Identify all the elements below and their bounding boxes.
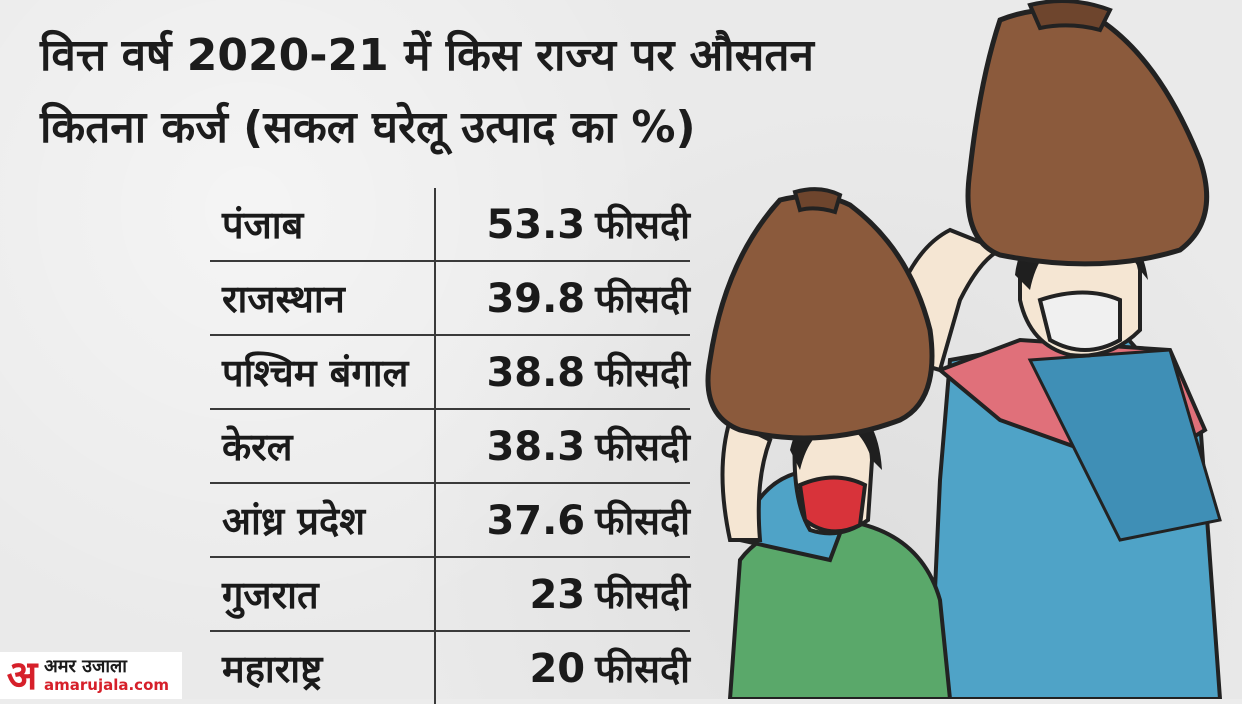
debt-number: 39.8: [486, 276, 586, 322]
left-sack-knot: [792, 187, 843, 215]
debt-table: पंजाब 53.3 फीसदी राजस्थान 39.8 फीसदी पश्चिम बं…: [210, 188, 690, 704]
right-sack: [965, 7, 1210, 267]
debt-unit: फीसदी: [595, 647, 690, 691]
state-name: राजस्थान: [222, 277, 345, 321]
left-sack: [705, 193, 935, 441]
debt-value: 38.3 फीसदी: [434, 420, 690, 472]
column-divider: [434, 558, 436, 630]
debt-value: 38.8 फीसदी: [434, 346, 690, 398]
debt-unit: फीसदी: [595, 425, 690, 469]
table-row: पंजाब 53.3 फीसदी: [210, 188, 690, 262]
debt-unit: फीसदी: [595, 203, 690, 247]
table-row: महाराष्ट्र 20 फीसदी: [210, 632, 690, 704]
debt-number: 37.6: [486, 498, 586, 544]
table-row: गुजरात 23 फीसदी: [210, 558, 690, 632]
right-woman-mask: [1037, 290, 1122, 352]
state-name: पश्चिम बंगाल: [222, 351, 409, 395]
table-row: पश्चिम बंगाल 38.8 फीसदी: [210, 336, 690, 410]
column-divider: [434, 336, 436, 408]
debt-value: 53.3 फीसदी: [434, 198, 690, 250]
debt-number: 38.8: [486, 350, 586, 396]
logo-mark: अ: [6, 652, 38, 699]
left-woman-arm: [720, 417, 773, 542]
logo-text: अमर उजाला amarujala.com: [44, 657, 169, 693]
debt-number: 53.3: [486, 202, 586, 248]
state-name: केरल: [222, 425, 293, 469]
right-sack-knot: [1027, 0, 1113, 33]
title-line-1: वित्त वर्ष 2020-21 में किस राज्य पर औसतन: [40, 30, 814, 81]
table-row: राजस्थान 39.8 फीसदी: [210, 262, 690, 336]
chart-title: वित्त वर्ष 2020-21 में किस राज्य पर औसतन…: [40, 20, 940, 164]
column-divider: [434, 262, 436, 334]
debt-number: 23: [529, 572, 586, 618]
logo-site: amarujala.com: [44, 676, 170, 695]
table-row: आंध्र प्रदेश 37.6 फीसदी: [210, 484, 690, 558]
left-woman-mask: [797, 475, 868, 534]
logo-name: अमर उजाला: [44, 656, 127, 678]
state-name: महाराष्ट्र: [222, 647, 323, 691]
state-name: पंजाब: [222, 203, 304, 247]
debt-unit: फीसदी: [595, 277, 690, 321]
column-divider: [434, 632, 436, 704]
debt-number: 38.3: [486, 424, 586, 470]
debt-unit: फीसदी: [595, 499, 690, 543]
table-row: केरल 38.3 फीसदी: [210, 410, 690, 484]
debt-unit: फीसदी: [595, 351, 690, 395]
women-carrying-sacks-illustration: [705, 0, 1223, 699]
column-divider: [434, 188, 436, 260]
amar-ujala-logo: अ अमर उजाला amarujala.com: [0, 652, 182, 699]
debt-value: 37.6 फीसदी: [434, 494, 690, 546]
right-woman-sari-drape: [1027, 348, 1222, 542]
state-name: आंध्र प्रदेश: [222, 499, 366, 543]
debt-unit: फीसदी: [595, 573, 690, 617]
debt-value: 20 फीसदी: [434, 642, 690, 694]
column-divider: [434, 484, 436, 556]
debt-value: 39.8 फीसदी: [434, 272, 690, 324]
debt-number: 20: [529, 646, 586, 692]
debt-value: 23 फीसदी: [434, 568, 690, 620]
column-divider: [434, 410, 436, 482]
state-name: गुजरात: [222, 573, 319, 617]
title-line-2: कितना कर्ज (सकल घरेलू उत्पाद का %): [40, 102, 696, 153]
